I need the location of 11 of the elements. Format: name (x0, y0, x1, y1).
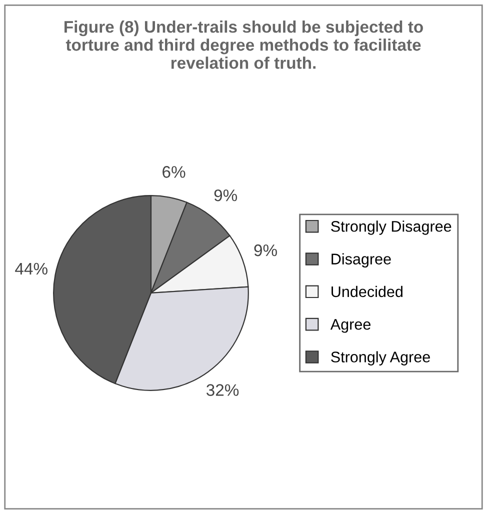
legend-label: Agree (330, 319, 370, 333)
chart-title: Figure (8) Under-trails should be subjected to torture and third degree methods to facilitate revelation of truth. (64, 20, 423, 69)
data-label: 9% (214, 189, 238, 202)
legend-label: Undecided (332, 286, 402, 298)
data-label: 44% (15, 262, 48, 275)
legend-label: Strongly Agree (331, 351, 430, 366)
legend-label: Disagree (332, 253, 391, 268)
data-label: 32% (206, 384, 239, 396)
data-label: 9% (254, 244, 277, 256)
data-label: 6% (162, 166, 186, 178)
legend-label: Strongly Disagree (331, 220, 452, 235)
